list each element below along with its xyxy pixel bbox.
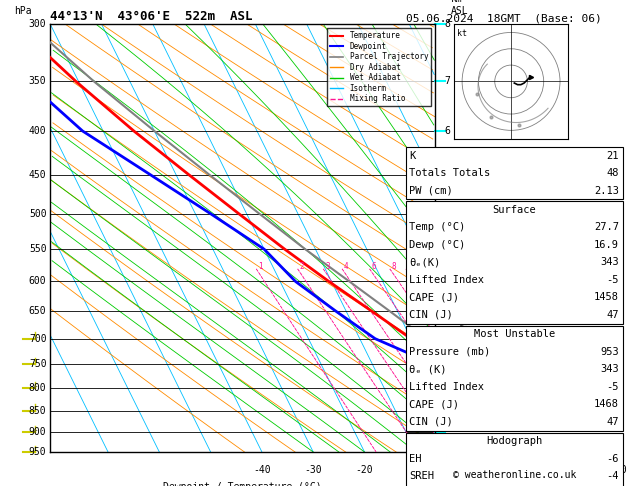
Text: CAPE (J): CAPE (J): [409, 293, 459, 302]
Text: 0: 0: [464, 465, 470, 475]
Text: PW (cm): PW (cm): [409, 186, 454, 195]
Text: 16.9: 16.9: [594, 240, 619, 250]
Text: 47: 47: [606, 310, 619, 320]
Text: 900: 900: [29, 427, 47, 437]
Text: 1: 1: [258, 262, 263, 271]
Text: 48: 48: [606, 168, 619, 178]
Text: 7: 7: [445, 76, 450, 87]
Text: -4: -4: [606, 471, 619, 481]
Text: 20: 20: [564, 465, 576, 475]
Text: 44°13'N  43°06'E  522m  ASL: 44°13'N 43°06'E 522m ASL: [50, 10, 253, 23]
Text: 10: 10: [406, 262, 415, 271]
Text: 800: 800: [29, 383, 47, 393]
Text: 400: 400: [29, 126, 47, 136]
Text: -5: -5: [606, 382, 619, 392]
Legend: Temperature, Dewpoint, Parcel Trajectory, Dry Adiabat, Wet Adiabat, Isotherm, Mi: Temperature, Dewpoint, Parcel Trajectory…: [326, 28, 431, 106]
Text: -10: -10: [407, 465, 425, 475]
Text: Most Unstable: Most Unstable: [474, 330, 555, 339]
Text: 2: 2: [445, 383, 450, 393]
Text: LCL: LCL: [445, 388, 460, 398]
Text: 5: 5: [445, 209, 450, 219]
Text: θₑ (K): θₑ (K): [409, 364, 447, 374]
Text: 3: 3: [325, 262, 330, 271]
Text: 1458: 1458: [594, 293, 619, 302]
Text: 750: 750: [29, 359, 47, 369]
Text: 953: 953: [600, 347, 619, 357]
Text: 4: 4: [344, 262, 348, 271]
Text: kt: kt: [457, 29, 467, 38]
Text: Dewp (°C): Dewp (°C): [409, 240, 465, 250]
Text: 2: 2: [299, 262, 304, 271]
Text: 6: 6: [445, 126, 450, 136]
Text: CIN (J): CIN (J): [409, 417, 454, 427]
Text: -20: -20: [355, 465, 374, 475]
Text: EH: EH: [409, 454, 422, 464]
Text: Totals Totals: Totals Totals: [409, 168, 491, 178]
Text: Mixing Ratio (g/kg): Mixing Ratio (g/kg): [461, 233, 470, 329]
Text: -40: -40: [253, 465, 270, 475]
Text: 2.13: 2.13: [594, 186, 619, 195]
Text: 4: 4: [445, 277, 450, 286]
Text: K: K: [409, 151, 416, 160]
Text: 47: 47: [606, 417, 619, 427]
Text: 300: 300: [29, 19, 47, 29]
Text: 850: 850: [29, 406, 47, 416]
Text: km
ASL: km ASL: [450, 0, 468, 16]
Text: 6: 6: [372, 262, 376, 271]
Text: CIN (J): CIN (J): [409, 310, 454, 320]
Text: Surface: Surface: [493, 205, 536, 215]
Text: 500: 500: [29, 209, 47, 219]
Text: 450: 450: [29, 170, 47, 180]
Text: -5: -5: [606, 275, 619, 285]
Text: 3: 3: [445, 334, 450, 344]
Text: 27.7: 27.7: [594, 223, 619, 232]
Text: -6: -6: [606, 454, 619, 464]
Text: 8: 8: [392, 262, 396, 271]
Text: 1: 1: [445, 447, 450, 457]
Text: θₑ(K): θₑ(K): [409, 258, 441, 267]
Text: 05.06.2024  18GMT  (Base: 06): 05.06.2024 18GMT (Base: 06): [406, 14, 601, 24]
Text: 1468: 1468: [594, 399, 619, 409]
Text: Lifted Index: Lifted Index: [409, 382, 484, 392]
Text: 600: 600: [29, 277, 47, 286]
Text: 8: 8: [445, 19, 450, 29]
Text: -30: -30: [304, 465, 322, 475]
Text: 343: 343: [600, 364, 619, 374]
Text: Hodograph: Hodograph: [486, 436, 542, 446]
Text: 343: 343: [600, 258, 619, 267]
Text: hPa: hPa: [14, 6, 32, 16]
Text: © weatheronline.co.uk: © weatheronline.co.uk: [452, 470, 576, 480]
Text: 21: 21: [606, 151, 619, 160]
Text: 550: 550: [29, 244, 47, 254]
Text: 30: 30: [615, 465, 627, 475]
Text: 10: 10: [513, 465, 525, 475]
Text: Dewpoint / Temperature (°C): Dewpoint / Temperature (°C): [164, 482, 322, 486]
Text: SREH: SREH: [409, 471, 435, 481]
Text: Temp (°C): Temp (°C): [409, 223, 465, 232]
Text: 350: 350: [29, 76, 47, 87]
Text: Pressure (mb): Pressure (mb): [409, 347, 491, 357]
Text: 650: 650: [29, 306, 47, 316]
Text: CAPE (J): CAPE (J): [409, 399, 459, 409]
Text: 950: 950: [29, 447, 47, 457]
Text: 700: 700: [29, 334, 47, 344]
Text: Lifted Index: Lifted Index: [409, 275, 484, 285]
